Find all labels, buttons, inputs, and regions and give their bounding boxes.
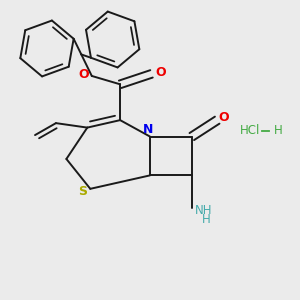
Text: H: H	[274, 124, 283, 137]
Text: O: O	[218, 111, 229, 124]
Text: H: H	[202, 213, 211, 226]
Text: S: S	[78, 185, 87, 198]
Text: O: O	[78, 68, 89, 81]
Text: O: O	[155, 66, 166, 79]
Text: HCl: HCl	[240, 124, 260, 137]
Text: NH: NH	[195, 204, 212, 217]
Text: N: N	[143, 123, 154, 136]
